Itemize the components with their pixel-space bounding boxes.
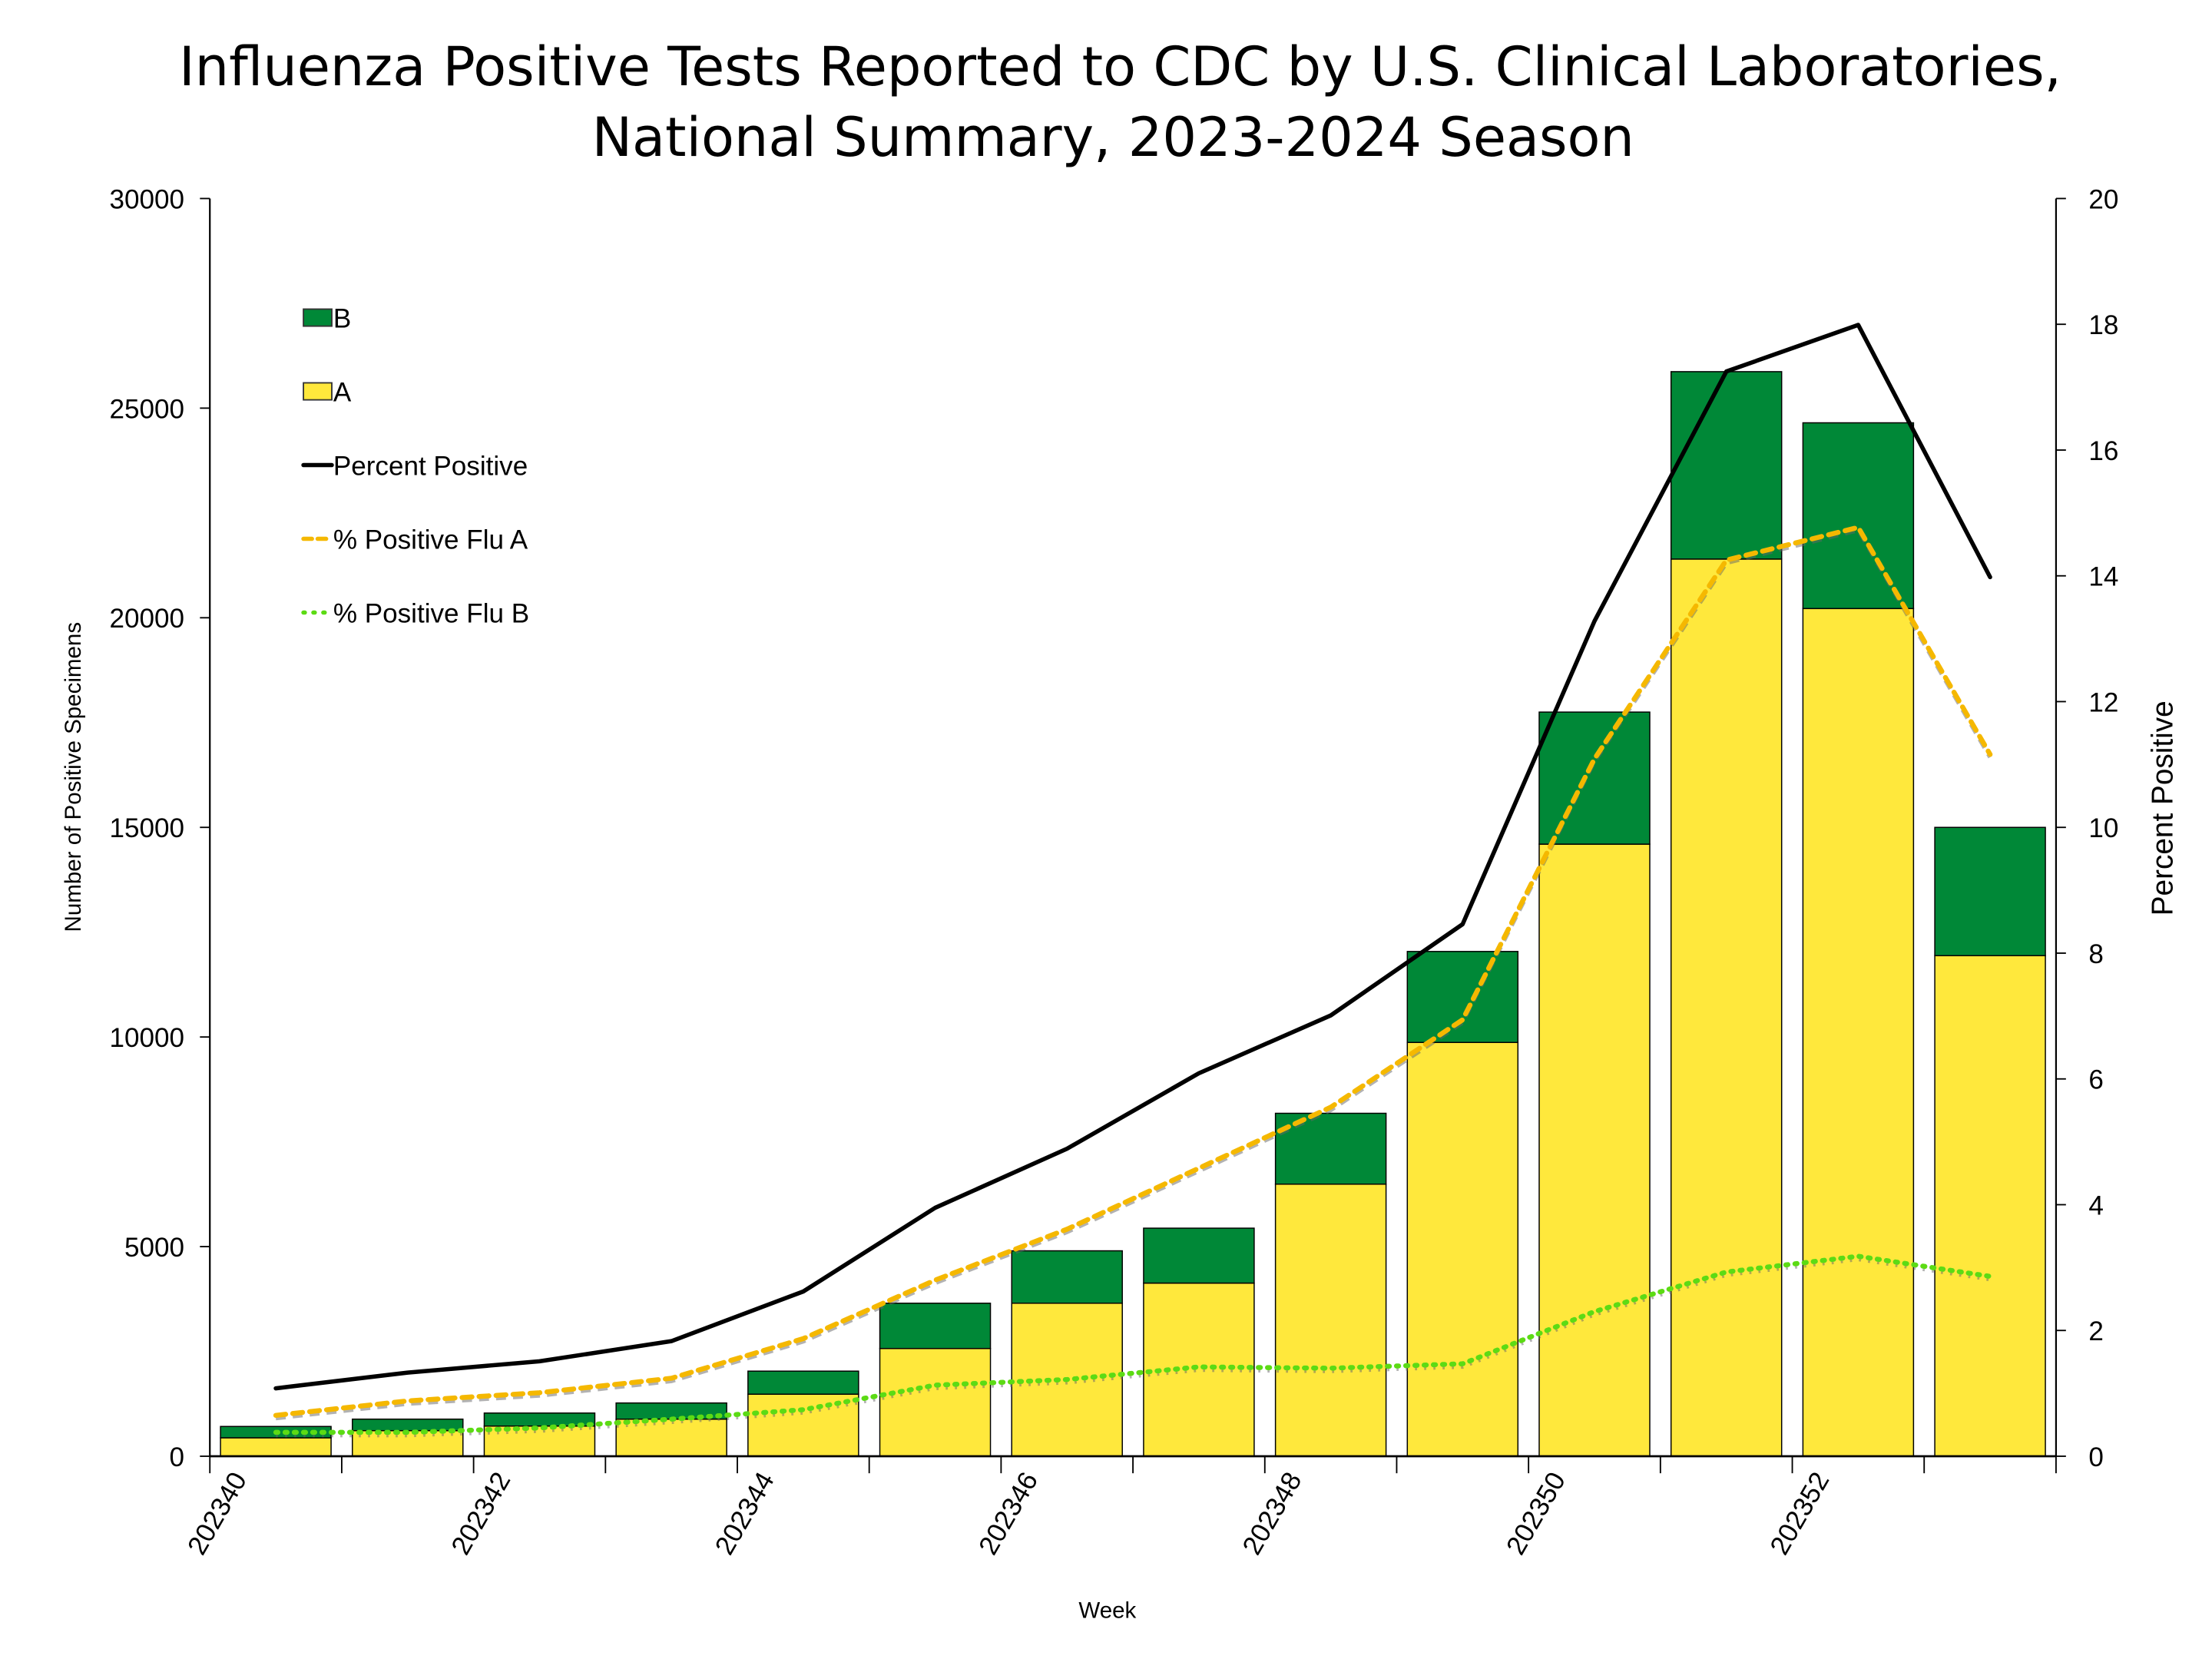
bar-a-202343 xyxy=(615,1418,727,1457)
y-tick-label: 0 xyxy=(169,1442,184,1472)
legend-label: A xyxy=(333,377,352,407)
bars-layer xyxy=(220,371,2046,1457)
y-tick-label: 5000 xyxy=(124,1233,184,1263)
x-tick-label: 202352 xyxy=(1764,1467,1835,1560)
line-shadow-positive-flu-b xyxy=(276,1257,1991,1438)
bar-b-202347 xyxy=(1143,1227,1255,1284)
bar-b-202345 xyxy=(879,1303,992,1349)
bar-b-202341 xyxy=(352,1418,464,1432)
y2-tick-label: 20 xyxy=(2088,184,2118,214)
y2-tick-label: 2 xyxy=(2088,1316,2104,1346)
x-tick-label: 202342 xyxy=(445,1467,516,1560)
bar-b-202351 xyxy=(1670,371,1783,560)
x-axis-label: Week xyxy=(1078,1598,1136,1623)
bar-b-202342 xyxy=(483,1412,596,1427)
x-tick-label: 202340 xyxy=(182,1467,253,1560)
y2-tick-label: 16 xyxy=(2088,436,2118,466)
bar-b-202348 xyxy=(1274,1112,1387,1185)
legend-label: % Positive Flu B xyxy=(333,598,529,628)
bar-a-202344 xyxy=(747,1393,859,1457)
y2-tick-label: 18 xyxy=(2088,310,2118,340)
bar-a-202342 xyxy=(483,1425,596,1457)
y-tick-label: 25000 xyxy=(109,394,184,424)
y-axis-label: Number of Positive Specimens xyxy=(61,622,86,932)
bar-a-202352 xyxy=(1802,608,1915,1457)
bar-a-202349 xyxy=(1406,1041,1519,1457)
x-tick-label: 202350 xyxy=(1501,1467,1571,1560)
y2-tick-label: 12 xyxy=(2088,687,2118,717)
bar-b-202346 xyxy=(1011,1250,1123,1304)
legend-swatch-b xyxy=(303,308,333,327)
bar-b-202344 xyxy=(747,1370,859,1395)
x-tick-label: 202346 xyxy=(973,1467,1044,1560)
bar-a-202345 xyxy=(879,1347,992,1457)
bar-b-202353 xyxy=(1934,826,2046,956)
y2-tick-label: 4 xyxy=(2088,1190,2104,1220)
bar-b-202349 xyxy=(1406,951,1519,1043)
y-tick-label: 30000 xyxy=(109,184,184,214)
x-tick-label: 202344 xyxy=(710,1467,780,1560)
bar-a-202340 xyxy=(220,1437,332,1457)
y2-tick-label: 14 xyxy=(2088,562,2118,592)
chart-title-line2: National Summary, 2023-2024 Season xyxy=(592,106,1634,169)
y-tick-label: 15000 xyxy=(109,813,184,843)
bar-a-202348 xyxy=(1274,1184,1387,1457)
lines-layer xyxy=(273,323,1993,1438)
chart-title-line1: Influenza Positive Tests Reported to CDC… xyxy=(179,35,2061,98)
legend-swatch-a xyxy=(303,382,333,401)
legend: B A Percent Positive % Positive Flu A % Posi… xyxy=(301,303,529,628)
legend-label: % Positive Flu A xyxy=(333,525,528,555)
bar-b-202352 xyxy=(1802,422,1915,610)
y2-tick-label: 6 xyxy=(2088,1065,2104,1095)
y-tick-label: 20000 xyxy=(109,604,184,634)
bar-a-202350 xyxy=(1538,843,1651,1457)
bar-a-202351 xyxy=(1670,558,1783,1457)
line-positive-flu-b xyxy=(273,1253,1993,1435)
legend-label: B xyxy=(333,303,351,333)
y2-axis-label: Percent Positive xyxy=(2146,700,2179,916)
y-tick-label: 10000 xyxy=(109,1023,184,1053)
x-tick-label: 202348 xyxy=(1237,1467,1307,1560)
line-positive-flu-a xyxy=(273,525,1993,1419)
y2-tick-label: 8 xyxy=(2088,939,2104,969)
bar-b-202350 xyxy=(1538,711,1651,845)
legend-label: Percent Positive xyxy=(333,451,528,481)
line-percent-positive xyxy=(273,323,1992,1391)
y2-tick-label: 0 xyxy=(2088,1442,2104,1472)
y2-tick-label: 10 xyxy=(2088,813,2118,843)
bar-a-202347 xyxy=(1143,1282,1255,1457)
bar-a-202353 xyxy=(1934,955,2046,1457)
